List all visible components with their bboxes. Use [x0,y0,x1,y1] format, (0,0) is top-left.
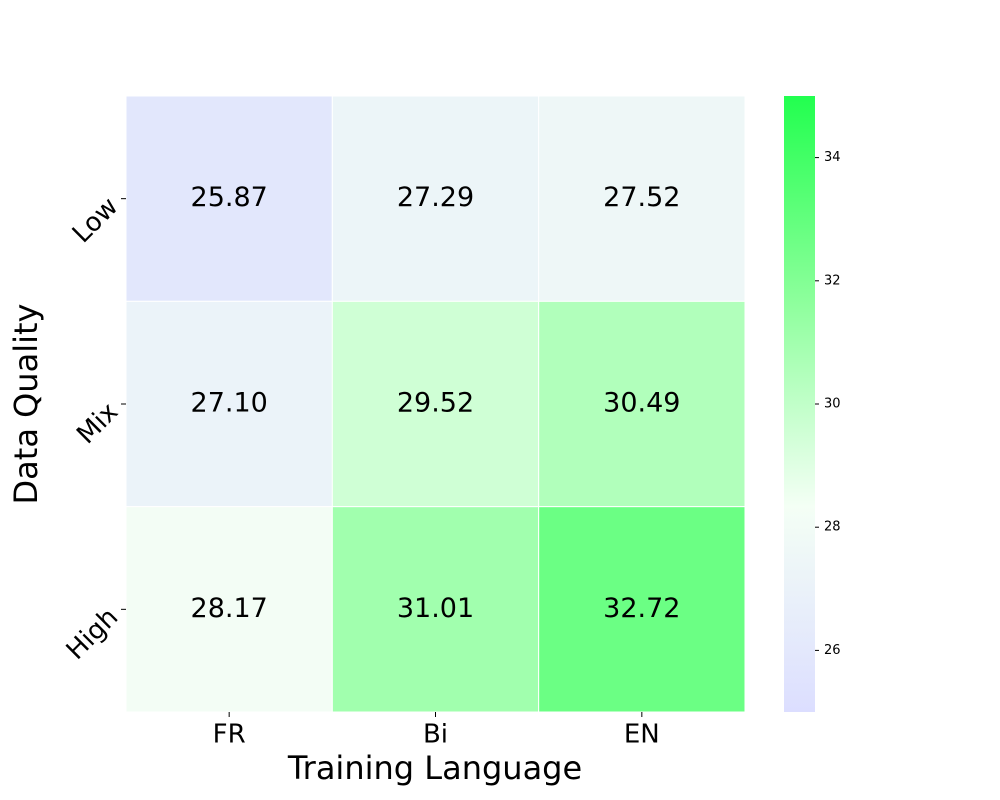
heatmap-cell [538,300,746,508]
heatmap-cell [331,300,540,508]
x-tick-label: EN [624,720,660,750]
x-axis-title: Training Language [287,749,582,787]
y-tick-label: Mix [71,397,124,450]
y-tick-label: High [61,602,124,665]
cell-label: 28.17 [191,593,268,624]
colorbar-tick-label: 30 [824,397,841,412]
y-tick-label: Low [67,192,124,249]
cell-label: 25.87 [191,182,268,213]
cell-label: 31.01 [397,593,474,624]
heatmap-cell [125,300,333,508]
colorbar [784,96,815,712]
x-tick-label: Bi [423,720,448,750]
heatmap-cell [331,95,540,302]
colorbar-tick-label: 34 [824,150,841,165]
cell-label: 27.52 [603,182,680,213]
cell-label: 27.10 [191,388,268,419]
cell-label: 32.72 [603,593,680,624]
y-axis-title: Data Quality [7,304,45,505]
cell-label: 30.49 [603,388,680,419]
heatmap-cell [538,95,746,302]
colorbar-tick-label: 28 [824,520,841,535]
cell-label: 29.52 [397,388,474,419]
colorbar-tick-label: 32 [824,273,841,288]
heatmap-cell [331,506,540,713]
cell-label: 27.29 [397,182,474,213]
heatmap-cell [125,95,333,302]
colorbar-tick-label: 26 [824,643,841,658]
x-tick-label: FR [213,720,246,750]
heatmap-cell [125,506,333,713]
